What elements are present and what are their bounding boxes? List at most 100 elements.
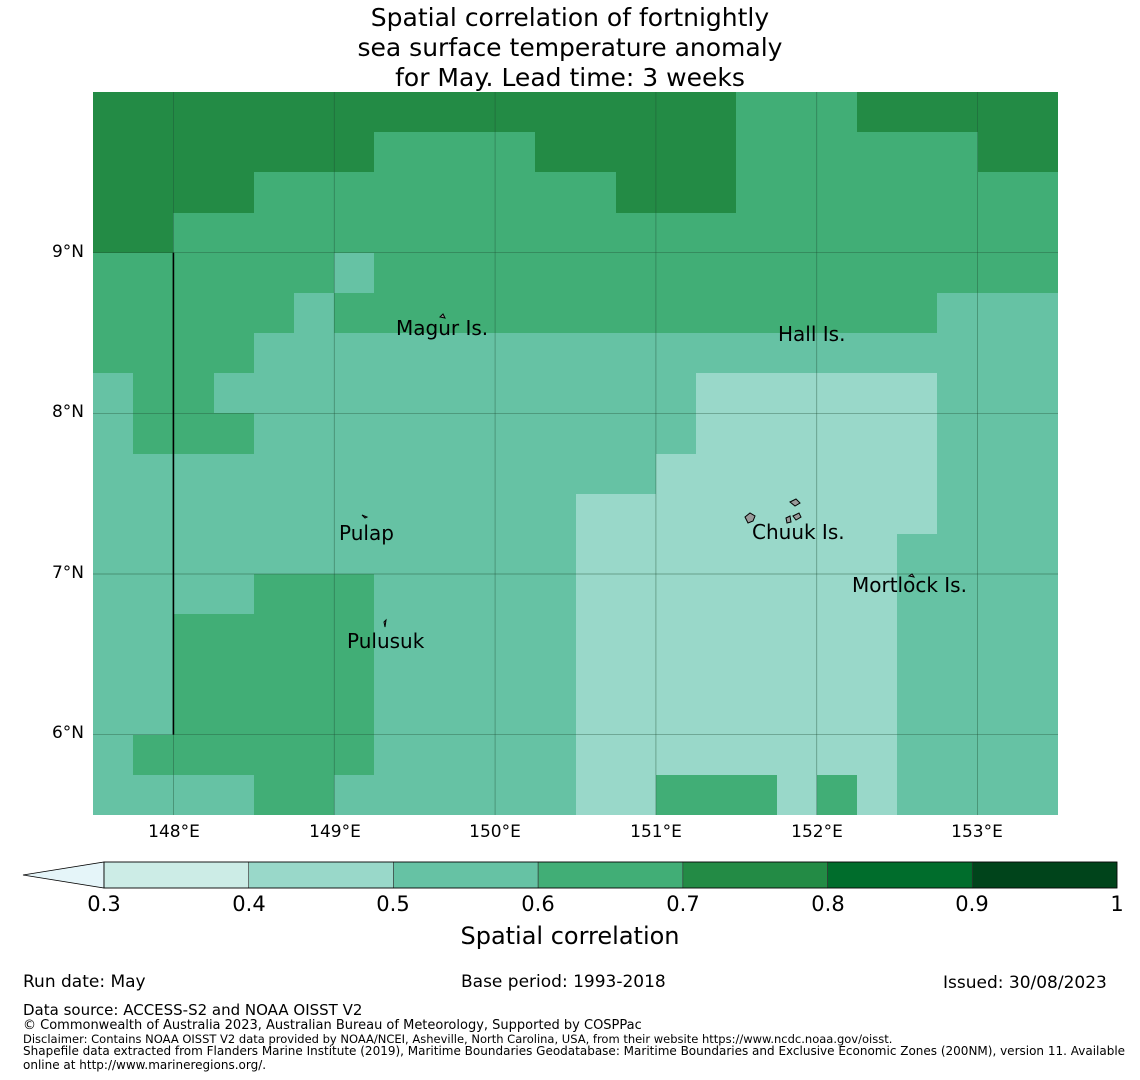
grid-cell [214, 132, 255, 173]
grid-cell [455, 494, 496, 535]
grid-cell [254, 494, 295, 535]
grid-cell [334, 293, 375, 334]
grid-cell [133, 253, 174, 294]
grid-cell [374, 373, 416, 414]
grid-cell [415, 574, 456, 615]
grid-cell [817, 132, 858, 173]
grid-cell [254, 132, 295, 173]
grid-cell [696, 654, 737, 696]
title-line-1: Spatial correlation of fortnightly [370, 3, 770, 32]
grid-cell [133, 534, 174, 575]
grid-cell [93, 213, 134, 254]
grid-cell [214, 574, 255, 615]
grid-cell [777, 373, 818, 414]
grid-cell [897, 574, 938, 615]
grid-cell [374, 454, 416, 495]
grid-cell [897, 494, 938, 535]
lon-label-153e: 153°E [951, 822, 1003, 842]
colorbar-segment [393, 861, 539, 889]
disclaimer: Disclaimer: Contains NOAA OISST V2 data … [23, 1032, 893, 1046]
grid-cell [294, 614, 335, 655]
grid-cell [254, 735, 295, 776]
grid-cell [93, 253, 134, 294]
grid-cell [535, 92, 577, 133]
grid-cell [374, 775, 416, 815]
grid-cell [294, 654, 335, 696]
grid-cell [576, 92, 617, 133]
grid-cell [294, 775, 335, 815]
grid-cell [93, 695, 134, 736]
grid-cell [415, 213, 456, 254]
grid-cell [857, 413, 898, 455]
grid-cell [1018, 132, 1058, 173]
grid-cell [777, 695, 818, 736]
grid-cell [214, 413, 255, 455]
grid-cell [937, 534, 979, 575]
lon-label-148e: 148°E [148, 822, 200, 842]
correlation-grid-map[interactable] [93, 92, 1058, 815]
grid-cell [254, 614, 295, 655]
grid-cell [254, 454, 295, 495]
grid-cell [656, 132, 697, 173]
grid-cell [978, 534, 1019, 575]
grid-cell [214, 494, 255, 535]
grid-cell [817, 333, 858, 374]
grid-cell [696, 413, 737, 455]
grid-cell [978, 413, 1019, 455]
grid-cell [374, 333, 416, 374]
grid-cell [374, 654, 416, 696]
grid-cell [334, 373, 375, 414]
grid-cell [656, 172, 697, 214]
grid-cell [937, 293, 979, 334]
grid-cell [696, 333, 737, 374]
grid-cell [334, 775, 375, 815]
grid-cell [897, 293, 938, 334]
colorbar-tick: 0.8 [811, 892, 845, 916]
grid-cell [455, 775, 496, 815]
grid-cell [656, 92, 697, 133]
grid-cell [937, 213, 979, 254]
grid-cell [535, 654, 577, 696]
grid-cell [736, 775, 778, 815]
grid-cell [857, 293, 898, 334]
grid-cell [374, 494, 416, 535]
grid-cell [214, 213, 255, 254]
grid-cell [897, 735, 938, 776]
grid-cell [576, 735, 617, 776]
lat-label-8n: 8°N [51, 402, 84, 422]
grid-cell [777, 253, 818, 294]
grid-cell [576, 614, 617, 655]
lon-label-152e: 152°E [791, 822, 843, 842]
grid-cell [334, 413, 375, 455]
grid-cell [576, 454, 617, 495]
grid-cell [736, 735, 778, 776]
grid-cell [173, 293, 215, 334]
grid-cell [173, 494, 215, 535]
grid-cell [535, 775, 577, 815]
grid-cell [133, 695, 174, 736]
grid-cell [214, 454, 255, 495]
grid-cell [1018, 735, 1058, 776]
grid-cell [817, 775, 858, 815]
grid-cell [294, 494, 335, 535]
grid-cell [254, 695, 295, 736]
grid-cell [214, 534, 255, 575]
grid-cell [817, 454, 858, 495]
grid-cell [535, 614, 577, 655]
grid-cell [334, 534, 375, 575]
grid-cell [576, 775, 617, 815]
grid-cell [897, 534, 938, 575]
map-panel[interactable] [93, 92, 1058, 815]
grid-cell [576, 213, 617, 254]
grid-cell [817, 534, 858, 575]
grid-cell [857, 213, 898, 254]
grid-cell [978, 373, 1019, 414]
grid-cell [173, 534, 215, 575]
grid-cell [696, 494, 737, 535]
grid-cell [857, 454, 898, 495]
colorbar-tick: 1 [1110, 892, 1124, 916]
grid-cell [616, 172, 657, 214]
grid-cell [576, 534, 617, 575]
grid-cell [374, 293, 416, 334]
grid-cell [455, 614, 496, 655]
